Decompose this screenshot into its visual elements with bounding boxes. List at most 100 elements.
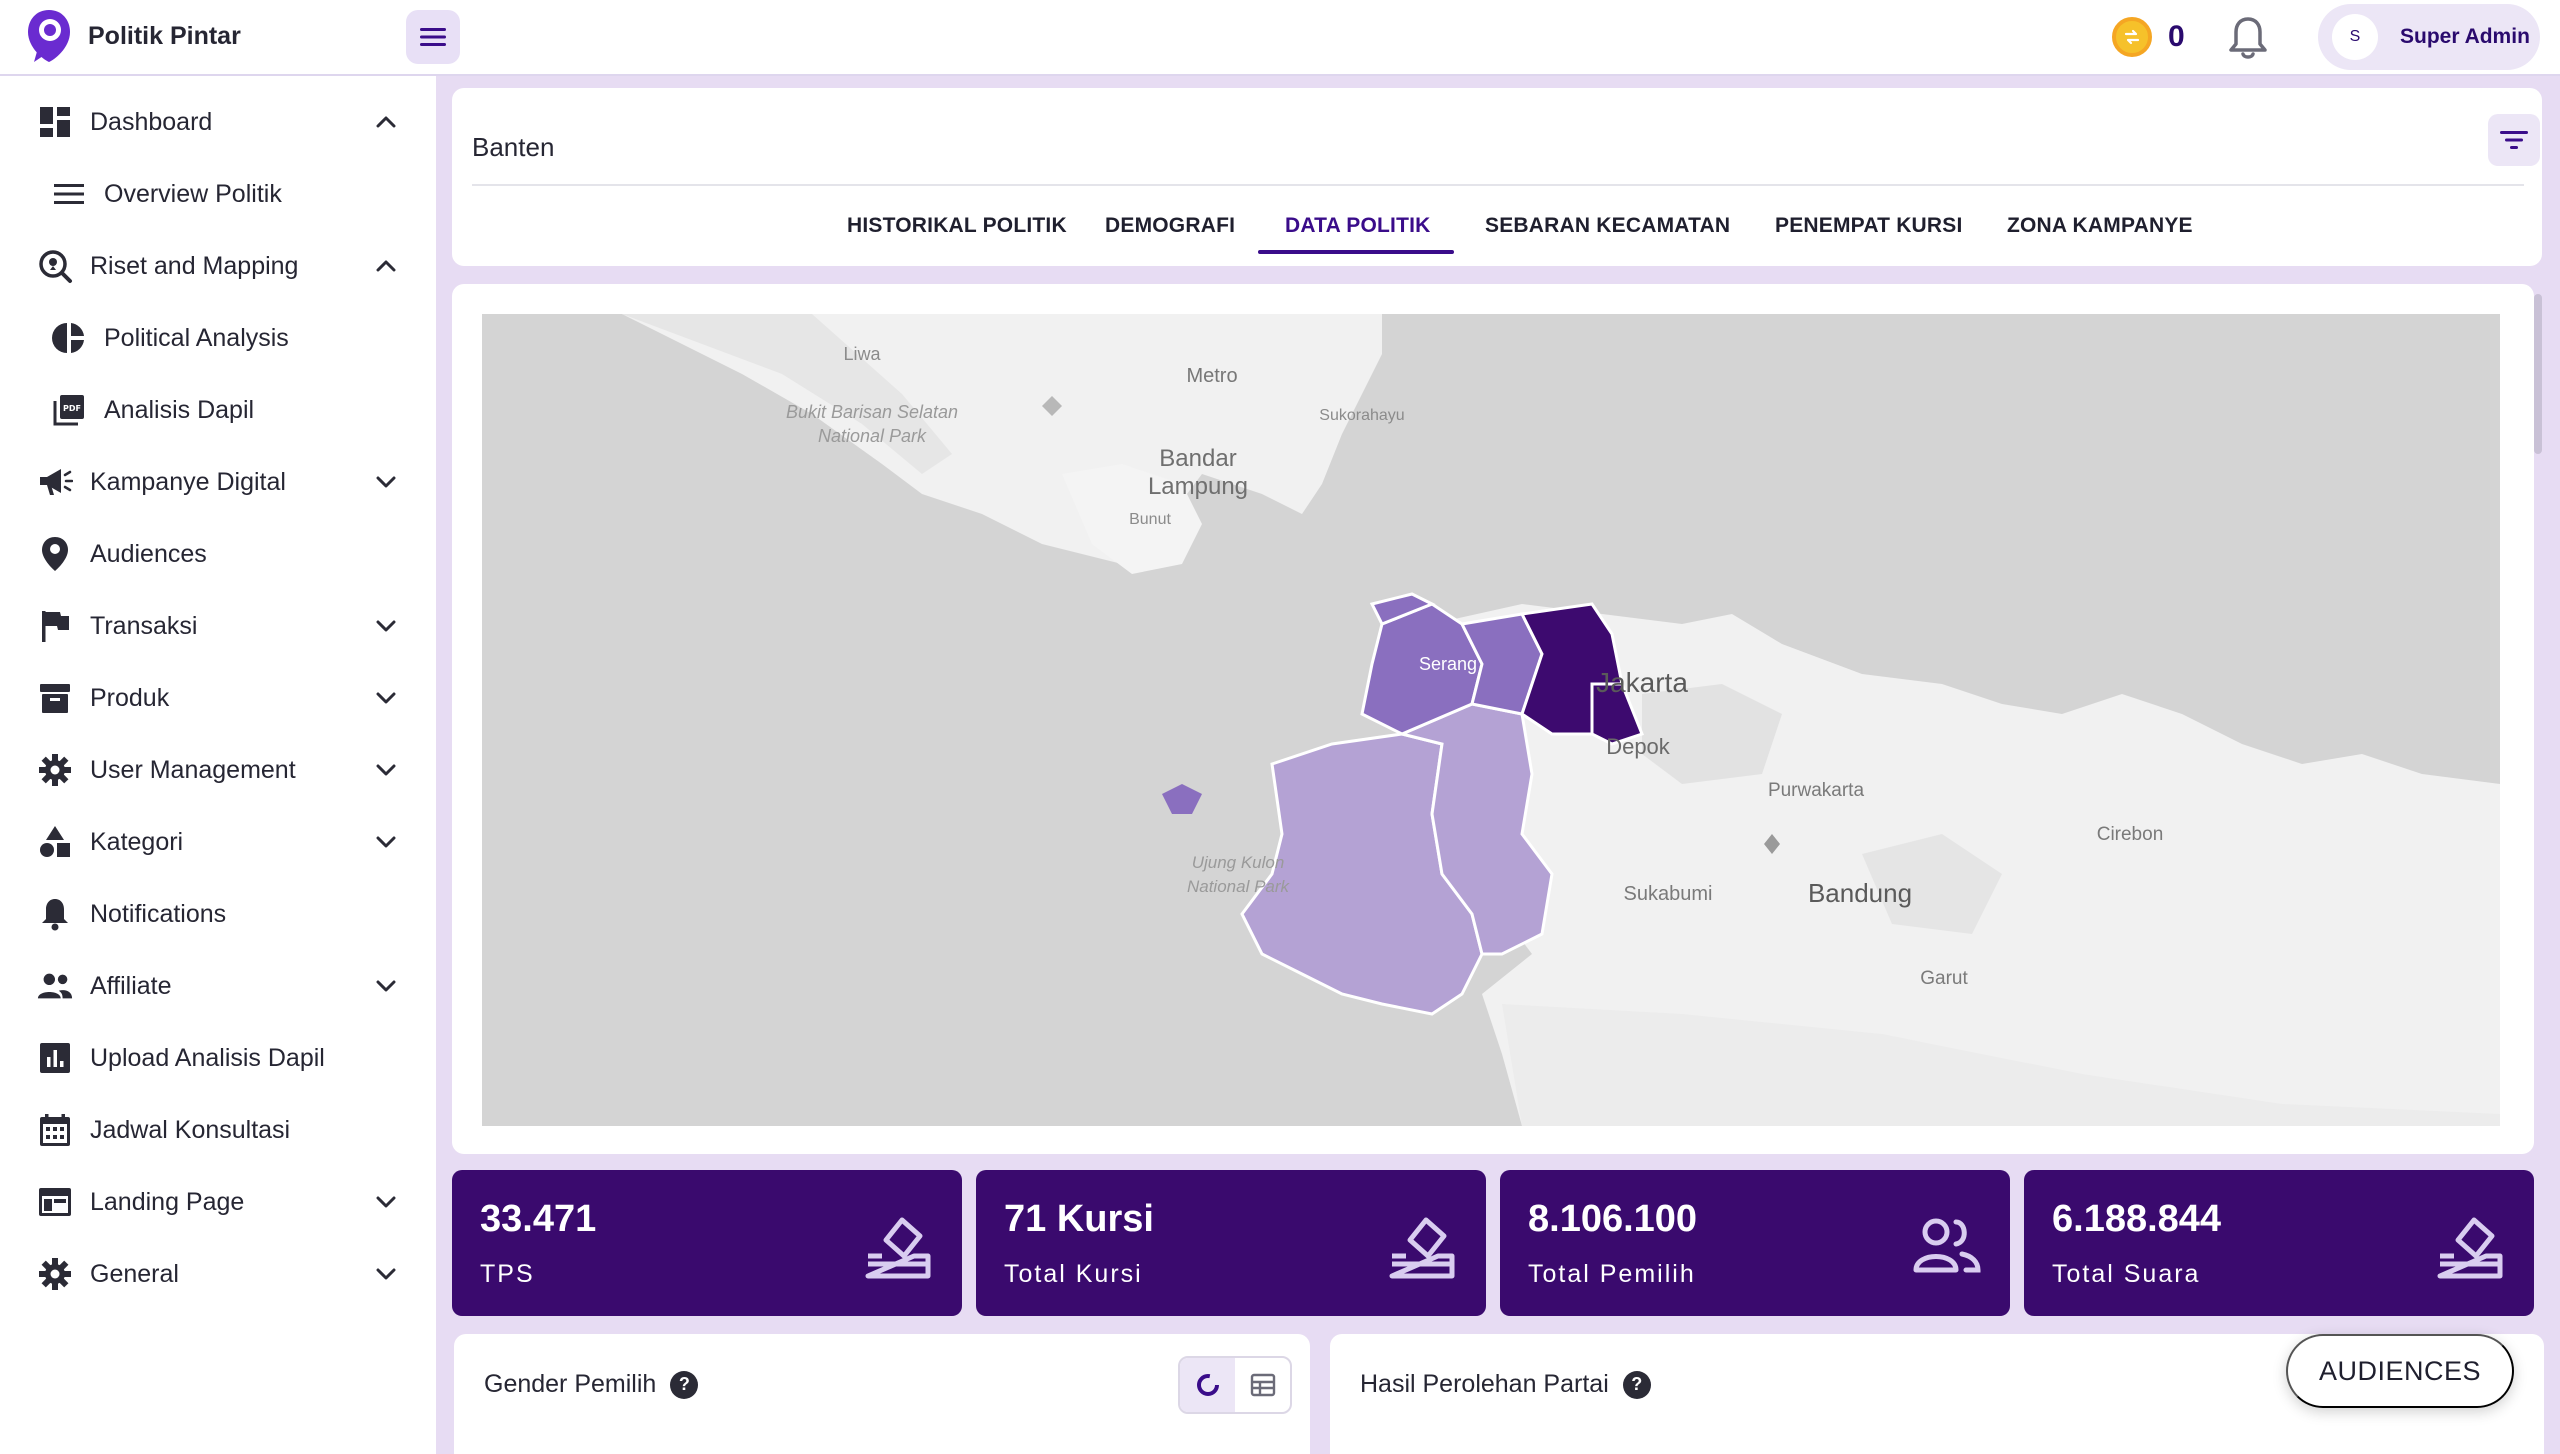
stat-card-total-suara: 6.188.844 Total Suara bbox=[2024, 1170, 2534, 1316]
brand[interactable]: Politik Pintar bbox=[26, 8, 241, 64]
sidebar-item-riset-and-mapping[interactable]: Riset and Mapping bbox=[0, 238, 436, 294]
app-logo-icon bbox=[28, 10, 70, 62]
stat-value: 33.471 bbox=[480, 1198, 597, 1240]
page-title: Banten bbox=[472, 132, 555, 162]
table-view-button[interactable] bbox=[1235, 1358, 1290, 1412]
tab-demografi[interactable]: DEMOGRAFI bbox=[1105, 214, 1236, 237]
sidebar-item-label: Notifications bbox=[90, 899, 227, 928]
chevron-down-icon bbox=[372, 612, 400, 640]
map-label-bandung: Bandung bbox=[1808, 878, 1912, 908]
table-icon bbox=[1250, 1373, 1275, 1397]
sidebar-item-kategori[interactable]: Kategori bbox=[0, 814, 436, 870]
gear-icon bbox=[36, 1255, 74, 1293]
sidebar-item-label: Upload Analisis Dapil bbox=[90, 1043, 325, 1072]
sidebar-item-dashboard[interactable]: Dashboard bbox=[0, 94, 436, 150]
map-label-garut: Garut bbox=[1920, 968, 1968, 989]
tab-data-politik[interactable]: DATA POLITIK bbox=[1285, 214, 1431, 237]
lampung-peninsula bbox=[1062, 464, 1202, 574]
coin-balance[interactable]: 0 bbox=[2112, 17, 2185, 57]
help-icon[interactable]: ? bbox=[1622, 1370, 1651, 1399]
avatar: S bbox=[2332, 14, 2378, 60]
map-label-metro: Metro bbox=[1186, 365, 1237, 387]
map-label-liwa: Liwa bbox=[843, 344, 881, 364]
sidebar-item-label: Transaksi bbox=[90, 611, 198, 640]
donut-chart-icon bbox=[1196, 1374, 1219, 1396]
stat-value: 71 Kursi bbox=[1004, 1198, 1154, 1240]
flag-icon bbox=[36, 607, 74, 645]
pie-chart-icon bbox=[50, 319, 88, 357]
map-label-depok: Depok bbox=[1606, 734, 1671, 759]
chevron-down-icon bbox=[372, 972, 400, 1000]
shapes-icon bbox=[36, 823, 74, 861]
chevron-down-icon bbox=[372, 684, 400, 712]
sidebar-item-label: Affiliate bbox=[90, 971, 172, 1000]
chevron-down-icon bbox=[372, 1260, 400, 1288]
sidebar-item-label: Audiences bbox=[90, 539, 207, 568]
stat-value: 8.106.100 bbox=[1528, 1198, 1698, 1240]
sidebar-item-user-management[interactable]: User Management bbox=[0, 742, 436, 798]
region-header: Banten HISTORIKAL POLITIK DEMOGRAFI DATA… bbox=[452, 88, 2542, 266]
panel-title: Hasil Perolehan Partai ? bbox=[1360, 1370, 1651, 1399]
user-menu[interactable]: S Super Admin bbox=[2318, 4, 2540, 70]
sidebar-item-jadwal-konsultasi[interactable]: Jadwal Konsultasi bbox=[0, 1102, 436, 1158]
divider bbox=[472, 184, 2524, 186]
sidebar-item-general[interactable]: General bbox=[0, 1246, 436, 1302]
sidebar-item-notifications[interactable]: Notifications bbox=[0, 886, 436, 942]
stat-card-total-pemilih: 8.106.100 Total Pemilih bbox=[1500, 1170, 2010, 1316]
stat-label: TPS bbox=[480, 1260, 535, 1288]
sidebar-item-kampanye-digital[interactable]: Kampanye Digital bbox=[0, 454, 436, 510]
main-content: Banten HISTORIKAL POLITIK DEMOGRAFI DATA… bbox=[436, 76, 2560, 1454]
chevron-up-icon bbox=[372, 108, 400, 136]
sidebar-item-landing-page[interactable]: Landing Page bbox=[0, 1174, 436, 1230]
tab-penempat-kursi[interactable]: PENEMPAT KURSI bbox=[1775, 214, 1963, 237]
sidebar-item-label: Kampanye Digital bbox=[90, 467, 286, 496]
help-icon[interactable]: ? bbox=[670, 1370, 699, 1399]
pdf-icon: PDF bbox=[50, 391, 88, 429]
map-label-bukit: Bukit Barisan Selatan bbox=[786, 402, 958, 422]
audiences-fab-button[interactable]: AUDIENCES bbox=[2286, 1334, 2514, 1408]
sidebar-item-analisis-dapil[interactable]: PDF Analisis Dapil bbox=[0, 382, 436, 438]
sidebar-item-label: Overview Politik bbox=[104, 179, 282, 208]
map-label-ujung-2: National Park bbox=[1187, 877, 1291, 896]
svg-text:PDF: PDF bbox=[63, 404, 81, 413]
map-label-jakarta: Jakarta bbox=[1596, 667, 1688, 698]
scrollbar-thumb[interactable] bbox=[2534, 294, 2542, 454]
sidebar-item-overview-politik[interactable]: Overview Politik bbox=[0, 166, 436, 222]
bar-chart-icon bbox=[36, 1039, 74, 1077]
map-label-lampung: Lampung bbox=[1148, 473, 1248, 500]
people-icon bbox=[1913, 1218, 1981, 1273]
filter-icon bbox=[2500, 131, 2528, 149]
panel-title-text: Gender Pemilih bbox=[484, 1370, 657, 1398]
filter-button[interactable] bbox=[2488, 114, 2540, 166]
region-cilegon bbox=[1369, 592, 1436, 626]
sidebar-item-audiences[interactable]: Audiences bbox=[0, 526, 436, 582]
chevron-down-icon bbox=[372, 468, 400, 496]
tab-zona-kampanye[interactable]: ZONA KAMPANYE bbox=[2007, 214, 2193, 237]
sidebar-item-produk[interactable]: Produk bbox=[0, 670, 436, 726]
chart-view-toggle bbox=[1178, 1356, 1292, 1414]
map-label-purwakarta: Purwakarta bbox=[1768, 780, 1865, 801]
sidebar-item-label: User Management bbox=[90, 755, 296, 784]
menu-toggle-button[interactable] bbox=[406, 10, 460, 64]
stat-label: Total Suara bbox=[2052, 1260, 2201, 1288]
ballot-box-icon bbox=[1389, 1217, 1455, 1279]
sidebar-item-political-analysis[interactable]: Political Analysis bbox=[0, 310, 436, 366]
coin-icon bbox=[2112, 17, 2152, 57]
tab-sebaran-kecamatan[interactable]: SEBARAN KECAMATAN bbox=[1485, 214, 1731, 237]
chevron-down-icon bbox=[372, 1188, 400, 1216]
notifications-button[interactable] bbox=[2226, 14, 2270, 67]
bell-icon bbox=[2229, 17, 2267, 59]
choropleth-map[interactable]: Liwa Metro Sukorahayu Bukit Barisan Sela… bbox=[482, 314, 2500, 1126]
sidebar-item-affiliate[interactable]: Affiliate bbox=[0, 958, 436, 1014]
map-label-serang: Serang bbox=[1419, 654, 1477, 674]
dashboard-icon bbox=[36, 103, 74, 141]
chevron-down-icon bbox=[372, 828, 400, 856]
donut-view-button[interactable] bbox=[1180, 1358, 1235, 1412]
region-tangsel bbox=[1590, 682, 1644, 746]
map-label-sukabumi: Sukabumi bbox=[1624, 883, 1713, 905]
sidebar-item-upload-analisis-dapil[interactable]: Upload Analisis Dapil bbox=[0, 1030, 436, 1086]
sidebar-item-transaksi[interactable]: Transaksi bbox=[0, 598, 436, 654]
location-pin-icon bbox=[36, 535, 74, 573]
map-label-bunut: Bunut bbox=[1129, 511, 1171, 528]
tab-historikal-politik[interactable]: HISTORIKAL POLITIK bbox=[847, 214, 1067, 237]
